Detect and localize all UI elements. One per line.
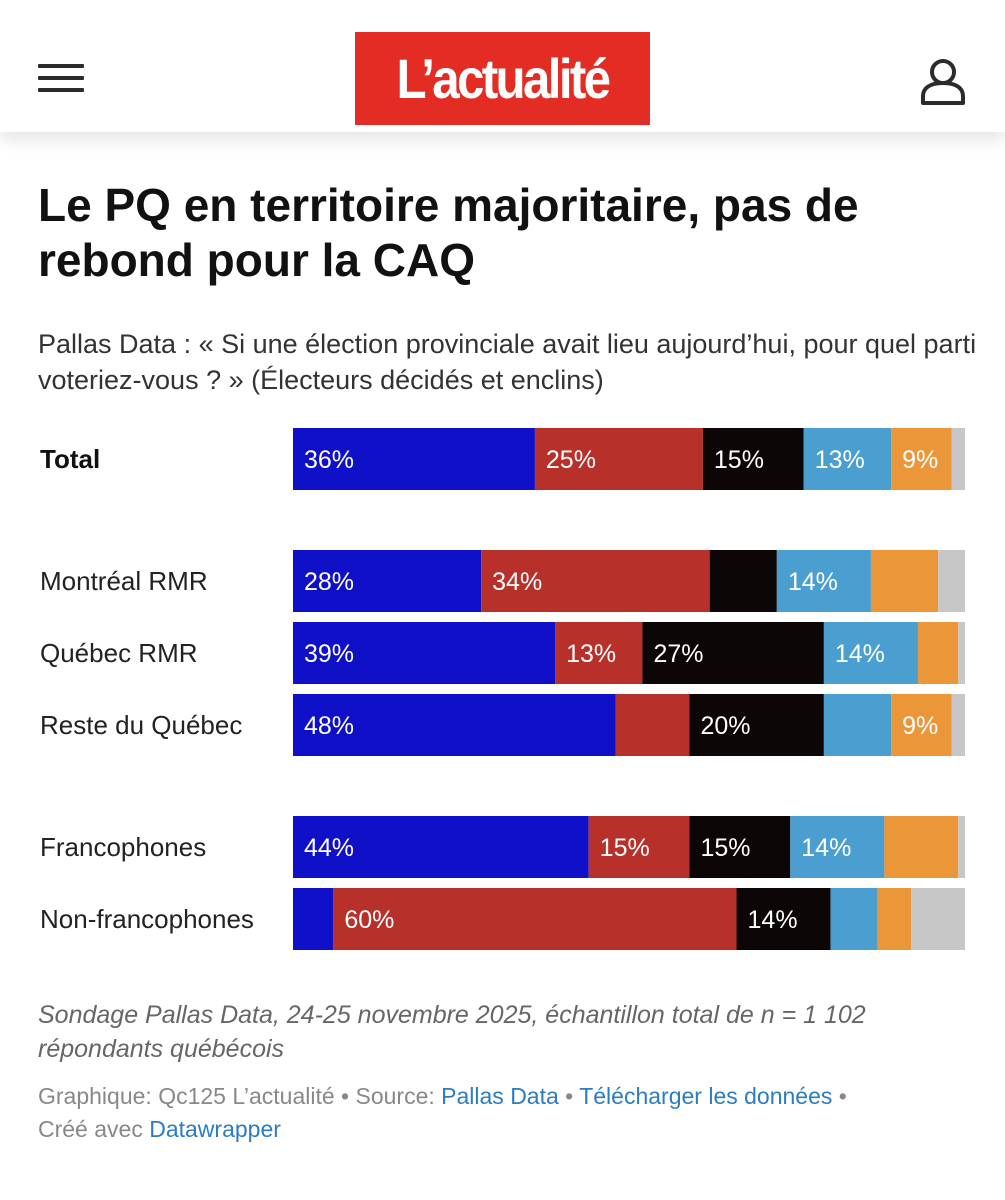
created-with-label: Créé avec: [38, 1116, 143, 1142]
download-data-link[interactable]: Télécharger les données: [579, 1083, 833, 1109]
chart-title: Le PQ en territoire majoritaire, pas de …: [38, 179, 859, 286]
graphic-credit: Graphique: Qc125 L’actualité: [38, 1083, 335, 1109]
bar-value-label: 9%: [902, 712, 938, 740]
logo-text: L’actualité: [396, 47, 612, 110]
bar-segment: [891, 694, 952, 756]
bar-segment: [689, 694, 824, 756]
datawrapper-link[interactable]: Datawrapper: [149, 1116, 281, 1142]
footer-separator: •: [341, 1083, 350, 1109]
bar-segment: [588, 816, 690, 878]
bar-segment: [615, 694, 690, 756]
bar-value-label: 39%: [304, 640, 354, 668]
bar-value-label: 13%: [815, 446, 865, 474]
bar-segment: [790, 816, 885, 878]
bar-value-label: 14%: [835, 640, 885, 668]
bar-segment: [951, 694, 965, 756]
site-header: L’actualité: [0, 0, 1005, 132]
chart-subtitle: Pallas Data : « Si une élection provinci…: [38, 329, 977, 395]
bar-segment: [951, 428, 965, 490]
row-label: Montréal RMR: [40, 566, 208, 596]
bar-segment: [736, 888, 831, 950]
row-label: Québec RMR: [40, 638, 198, 668]
bar-value-label: 34%: [492, 568, 542, 596]
row-label: Non-francophones: [40, 904, 254, 934]
bar-segment: [555, 622, 643, 684]
bar-segment: [293, 622, 556, 684]
bar-segment: [642, 622, 824, 684]
bar-segment: [333, 888, 737, 950]
row-label: Reste du Québec: [40, 710, 243, 740]
hamburger-menu-icon[interactable]: [38, 64, 84, 92]
bar-value-label: 27%: [653, 640, 703, 668]
bar-segment: [293, 694, 616, 756]
bar-segment: [293, 550, 482, 612]
bar-value-label: 9%: [902, 446, 938, 474]
bar-segment: [958, 622, 965, 684]
bar-value-label: 25%: [546, 446, 596, 474]
user-account-icon[interactable]: [918, 56, 968, 106]
source-label: Source:: [355, 1083, 435, 1109]
site-logo[interactable]: L’actualité: [355, 32, 650, 125]
bar-segment: [709, 550, 777, 612]
bar-segment: [481, 550, 710, 612]
bar-segment: [938, 550, 965, 612]
row-label: Francophones: [40, 832, 207, 862]
bar-segment: [534, 428, 703, 490]
footer-separator: •: [838, 1083, 847, 1109]
bar-segment: [958, 816, 965, 878]
bar-value-label: 15%: [600, 834, 650, 862]
bar-segment: [689, 816, 791, 878]
bar-value-label: 28%: [304, 568, 354, 596]
bar-segment: [823, 622, 918, 684]
bar-value-label: 15%: [714, 446, 764, 474]
bar-value-label: 13%: [566, 640, 616, 668]
bar-segment: [293, 428, 535, 490]
footer-separator: •: [565, 1083, 574, 1109]
bar-value-label: 14%: [748, 906, 798, 934]
row-label: Total: [40, 444, 101, 474]
bar-segment: [803, 428, 892, 490]
chart-footer: Graphique: Qc125 L’actualité • Source: P…: [38, 1080, 968, 1146]
bar-value-label: 14%: [788, 568, 838, 596]
chart-note: Sondage Pallas Data, 24-25 novembre 2025…: [38, 1001, 866, 1063]
bar-segment: [884, 816, 959, 878]
bar-segment: [917, 622, 959, 684]
bar-segment: [877, 888, 912, 950]
bar-segment: [776, 550, 871, 612]
bar-value-label: 60%: [344, 906, 394, 934]
bar-segment: [911, 888, 965, 950]
bar-value-label: 44%: [304, 834, 354, 862]
bar-segment: [293, 816, 589, 878]
bar-segment: [830, 888, 878, 950]
bar-value-label: 20%: [700, 712, 750, 740]
source-link[interactable]: Pallas Data: [441, 1083, 559, 1109]
bar-value-label: 15%: [700, 834, 750, 862]
bar-segment: [823, 694, 892, 756]
bar-segment: [293, 888, 334, 950]
bar-segment: [891, 428, 952, 490]
bar-value-label: 36%: [304, 446, 354, 474]
bar-value-label: 14%: [801, 834, 851, 862]
bar-segment: [870, 550, 939, 612]
bar-segment: [702, 428, 804, 490]
bar-value-label: 48%: [304, 712, 354, 740]
